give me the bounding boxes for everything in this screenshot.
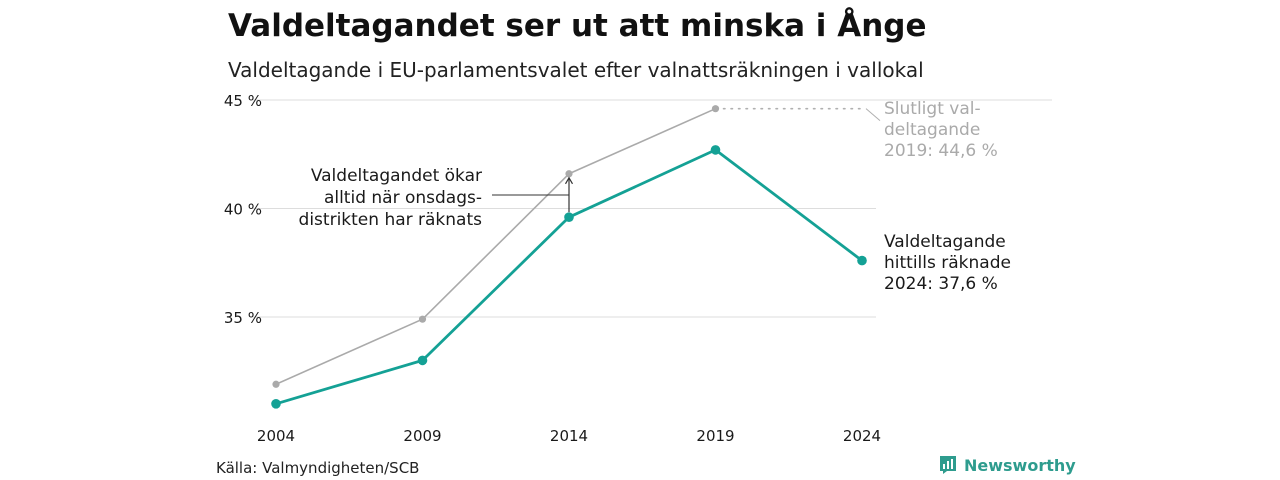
chart-title: Valdeltagandet ser ut att minska i Ånge — [228, 8, 927, 44]
brand-logo: Newsworthy — [938, 455, 1076, 475]
final-label-line: 2019: 44,6 % — [884, 141, 998, 161]
data-point-preliminary — [710, 145, 721, 155]
grid-lines — [250, 99, 1052, 318]
newsworthy-logo-icon — [940, 456, 956, 474]
source-note: Källa: Valmyndigheten/SCB — [216, 459, 420, 477]
current-label-line: 2024: 37,6 % — [884, 274, 998, 294]
final-label-line: deltagande — [884, 120, 980, 140]
series-line-final — [275, 107, 716, 386]
x-tick-label: 2024 — [843, 427, 881, 445]
current-label-line: hittills räknade — [884, 253, 1011, 273]
final-leader-tick — [865, 108, 881, 122]
x-axis: 2004 2009 2014 2019 2024 — [257, 427, 881, 445]
data-point-preliminary — [271, 399, 281, 409]
x-tick-label: 2004 — [257, 427, 295, 445]
data-point-preliminary — [564, 212, 574, 222]
data-point-final — [711, 105, 720, 113]
data-point-final — [565, 170, 573, 178]
increase-arrowhead — [564, 176, 574, 185]
series-layer — [271, 105, 867, 409]
y-axis: 35 % 40 % 45 % — [224, 92, 262, 327]
x-tick-label: 2019 — [696, 427, 734, 445]
x-tick-label: 2014 — [550, 427, 588, 445]
current-label-line: Valdeltagande — [884, 232, 1006, 252]
increase-note-line: distrikten har räknats — [299, 210, 483, 230]
y-tick-label: 45 % — [224, 92, 262, 110]
data-point-preliminary — [857, 255, 867, 266]
increase-note-line: alltid när onsdags- — [324, 188, 482, 208]
data-point-preliminary — [417, 355, 428, 366]
increase-note-line: Valdeltagandet ökar — [311, 166, 482, 186]
y-tick-label: 40 % — [224, 201, 262, 219]
y-tick-label: 35 % — [224, 309, 262, 327]
x-tick-label: 2009 — [403, 427, 441, 445]
final-label-line: Slutligt val- — [884, 99, 981, 119]
data-point-final — [418, 315, 427, 323]
data-point-final — [272, 380, 280, 388]
brand-name: Newsworthy — [964, 455, 1076, 475]
chart-subtitle: Valdeltagande i EU-parlamentsvalet efter… — [228, 58, 924, 82]
